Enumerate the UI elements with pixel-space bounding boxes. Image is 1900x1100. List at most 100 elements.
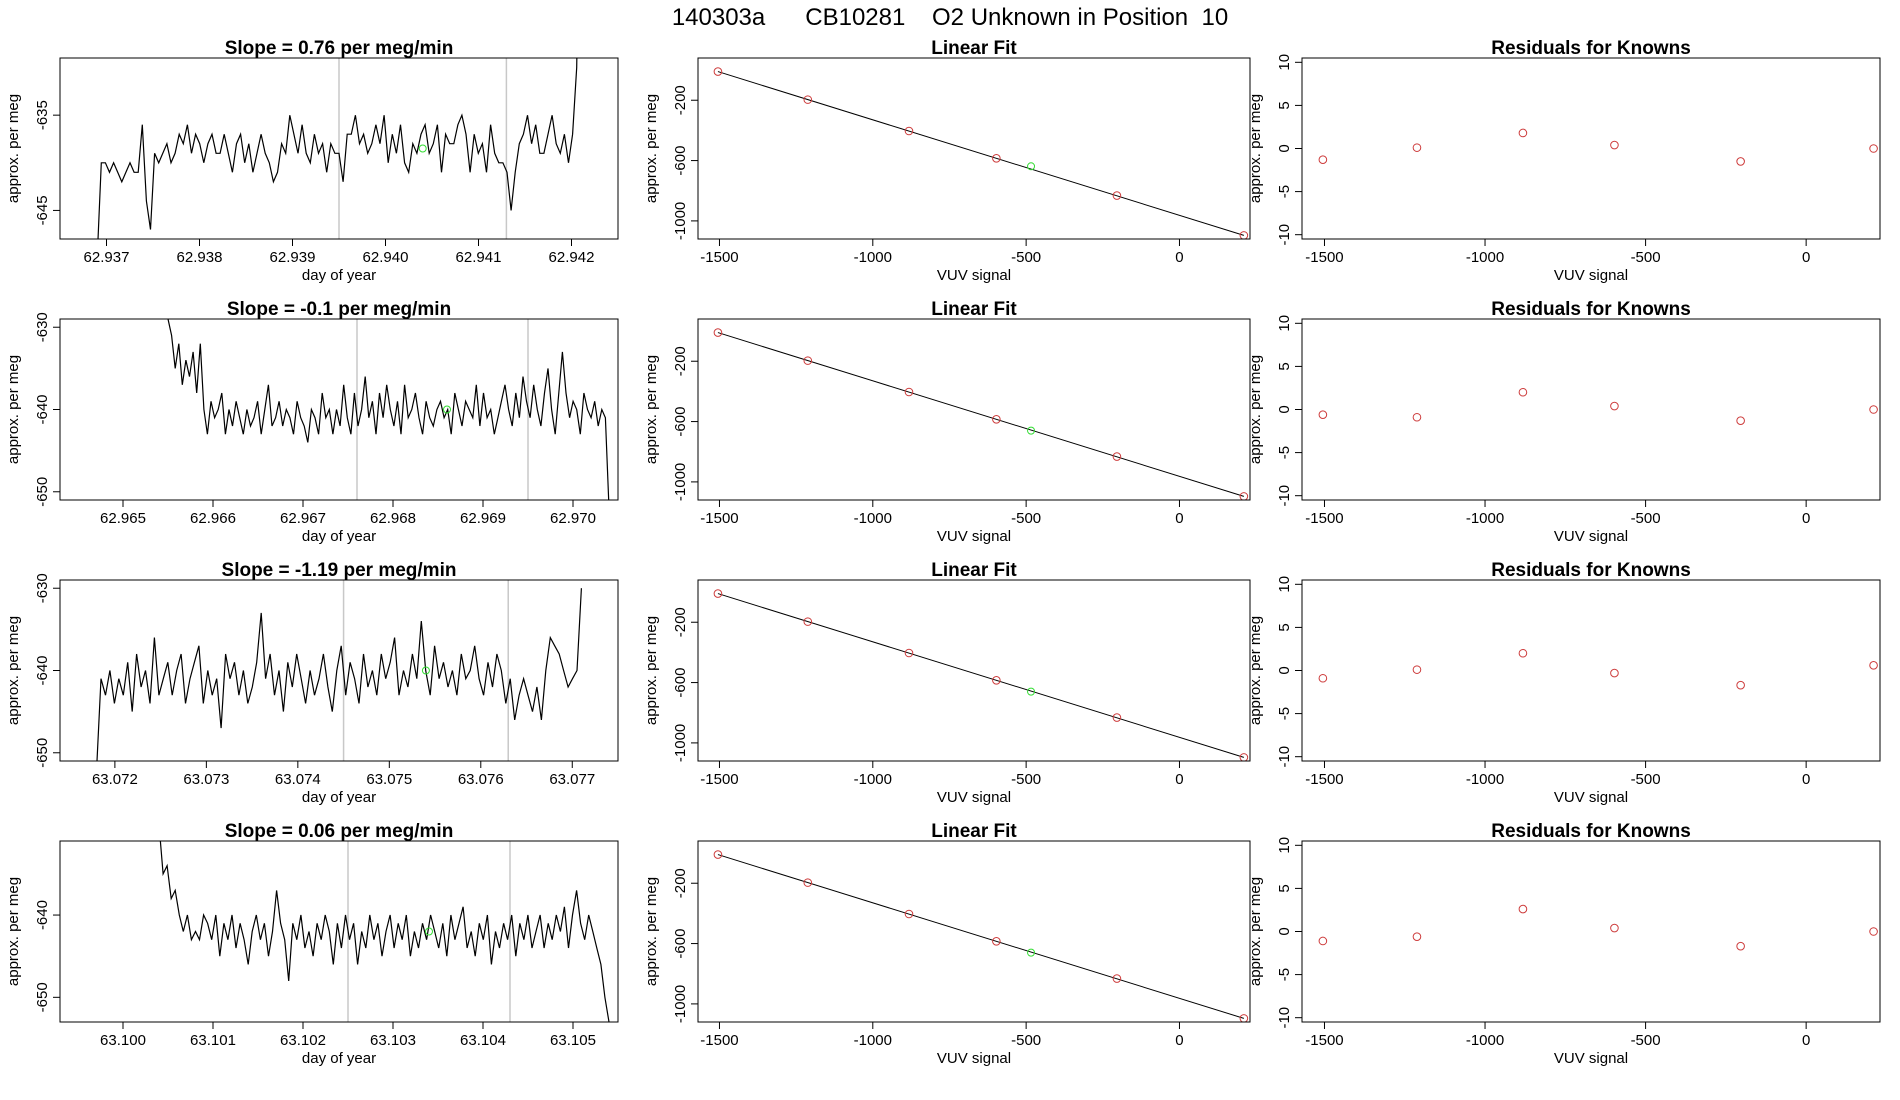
y-axis-label: approx. per meg: [1247, 616, 1264, 725]
residual-point: [1610, 401, 1619, 411]
y-tick-label: -200: [672, 85, 689, 115]
y-tick-label: -200: [672, 346, 689, 376]
x-tick-label: -1000: [1466, 249, 1504, 266]
y-tick-label: 10: [1276, 54, 1293, 71]
x-tick-label: -1500: [1305, 771, 1343, 788]
known-point: [1239, 753, 1249, 761]
x-tick-label: 62.970: [550, 510, 596, 527]
x-axis-label: day of year: [302, 1050, 376, 1067]
plot-area: [713, 67, 1249, 239]
residual-point: [1736, 416, 1745, 426]
fit-line: [717, 332, 1245, 497]
residuals-panel-1: Residuals for Knowns -1500 -1000 -500 0 10 5 0 -…: [1247, 38, 1881, 284]
y-axis-label: approx. per meg: [643, 355, 660, 464]
residual-point: [1736, 680, 1745, 690]
residual-point: [1518, 128, 1528, 138]
y-axis-label: approx. per meg: [1247, 355, 1264, 464]
panel-title: Residuals for Knowns: [1491, 38, 1691, 59]
x-tick-label: 63.072: [92, 771, 138, 788]
plot-area: [1318, 128, 1878, 166]
fit-line: [717, 593, 1245, 758]
x-axis-label: VUV signal: [937, 1050, 1011, 1067]
x-tick-label: -1000: [854, 1032, 892, 1049]
plot-area: [713, 589, 1249, 761]
linear-fit-panel-2: Linear Fit -1500 -1000 -500 0 -200 -600 -1000 VU…: [643, 299, 1251, 545]
x-tick-label: 62.969: [460, 510, 506, 527]
y-axis-label: approx. per meg: [5, 94, 22, 203]
known-point: [713, 589, 723, 598]
residual-point: [1869, 927, 1878, 936]
y-tick-label: -1000: [672, 724, 689, 762]
residual-point: [1412, 932, 1422, 941]
panel-title: Slope = -0.1 per meg/min: [227, 299, 451, 320]
residual-point: [1518, 648, 1528, 658]
x-tick-label: 62.939: [270, 249, 316, 266]
x-tick-label: 62.968: [370, 510, 416, 527]
plot-frame: [697, 318, 1251, 501]
residual-point: [1518, 387, 1528, 397]
plot-area: [1318, 648, 1878, 690]
plot-frame: [697, 840, 1251, 1023]
panel-title: Linear Fit: [931, 560, 1017, 581]
plot-frame: [697, 57, 1251, 240]
y-tick-label: -5: [1276, 185, 1293, 198]
x-tick-label: -1000: [1466, 1032, 1504, 1049]
known-point: [992, 937, 1001, 946]
x-tick-label: 63.105: [550, 1032, 596, 1049]
x-tick-label: -1500: [1305, 249, 1343, 266]
residual-point: [1869, 144, 1878, 153]
x-tick-label: 62.938: [177, 249, 223, 266]
y-tick-label: -5: [1276, 446, 1293, 459]
x-tick-label: -1500: [1305, 510, 1343, 527]
x-tick-label: 63.073: [183, 771, 229, 788]
residual-point: [1318, 410, 1328, 419]
x-axis-label: VUV signal: [1554, 267, 1628, 284]
panel-title: Slope = 0.76 per meg/min: [225, 38, 454, 59]
known-point: [992, 154, 1001, 163]
x-tick-label: -1500: [700, 771, 738, 788]
residuals-panel-4: Residuals for Knowns -1500 -1000 -500 0 10 5 0 -…: [1247, 821, 1881, 1067]
y-tick-label: -600: [672, 929, 689, 959]
x-tick-label: -1500: [700, 249, 738, 266]
x-tick-label: 63.074: [275, 771, 321, 788]
x-tick-label: -500: [1011, 249, 1041, 266]
x-axis-label: day of year: [302, 528, 376, 545]
time-series-panel-1: Slope = 0.76 per meg/min 62.937 62.938 62.9…: [5, 38, 619, 284]
unknown-point: [1027, 162, 1036, 171]
plot-area: [96, 580, 582, 761]
x-axis-label: VUV signal: [937, 528, 1011, 545]
time-series-panel-2: Slope = -0.1 per meg/min 62.965 62.966 62.9…: [5, 299, 619, 545]
y-tick-label: -10: [1276, 746, 1293, 768]
unknown-point: [421, 666, 430, 675]
plot-frame: [1301, 579, 1881, 762]
x-tick-label: 63.077: [549, 771, 595, 788]
y-tick-label: -600: [672, 668, 689, 698]
x-tick-label: 62.942: [549, 249, 595, 266]
unknown-point: [443, 405, 451, 414]
residual-point: [1318, 936, 1328, 946]
unknown-point: [1027, 948, 1036, 957]
x-tick-label: 63.104: [460, 1032, 506, 1049]
y-axis-label: approx. per meg: [643, 616, 660, 725]
plot-frame: [59, 318, 619, 501]
y-tick-label: -10: [1276, 1007, 1293, 1029]
y-tick-label: 10: [1276, 315, 1293, 332]
plot-area: [97, 58, 578, 239]
plot-frame: [59, 579, 619, 762]
plot-area: [713, 328, 1249, 500]
y-tick-label: -630: [34, 573, 51, 603]
x-tick-label: 63.075: [366, 771, 412, 788]
figure-title: 140303a CB10281 O2 Unknown in Position 1…: [672, 4, 1228, 31]
y-axis-label: approx. per meg: [1247, 877, 1264, 986]
panel-title: Residuals for Knowns: [1491, 821, 1691, 842]
y-tick-label: -10: [1276, 485, 1293, 507]
residual-point: [1610, 668, 1619, 678]
y-tick-label: -1000: [672, 985, 689, 1023]
x-tick-label: 63.101: [190, 1032, 236, 1049]
known-point: [1112, 974, 1122, 983]
x-tick-label: 0: [1802, 249, 1810, 266]
fit-line: [717, 854, 1245, 1019]
x-tick-label: -500: [1631, 771, 1661, 788]
y-tick-label: -645: [34, 195, 51, 225]
